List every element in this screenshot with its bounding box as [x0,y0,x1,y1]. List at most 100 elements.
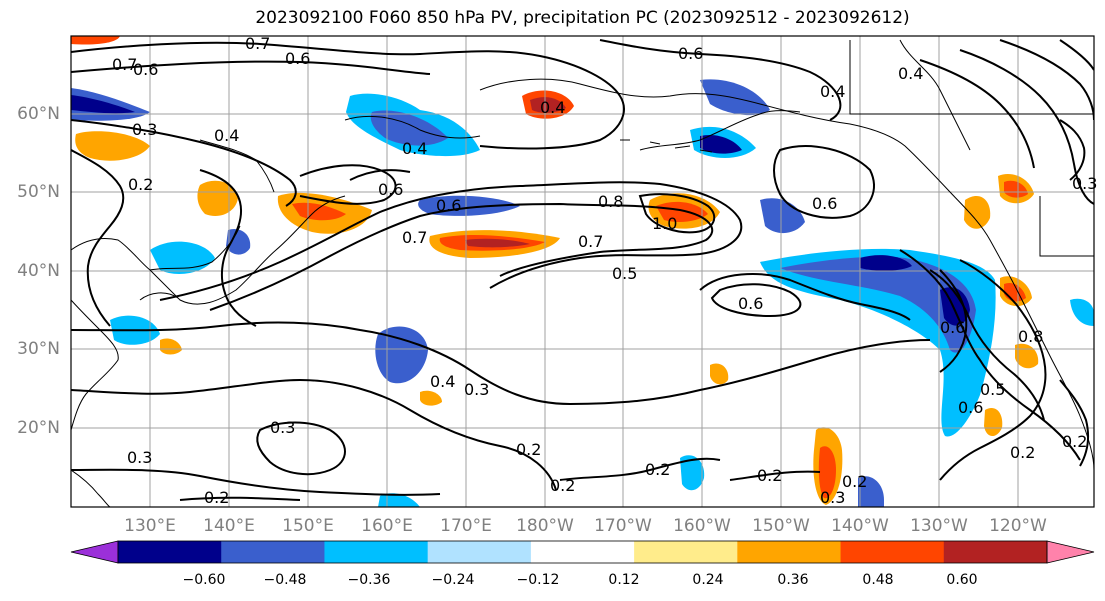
colorbar-outline [117,540,1048,564]
colorbar-segment [221,541,325,563]
shade-pos-jp-core [292,202,346,221]
contour-label: 0.3 [132,120,158,139]
contour-label: 0.2 [128,175,154,194]
shade-pos-w2 [197,180,238,217]
contour-label: 0.3 [127,448,153,467]
contour-label: 0.3 [464,380,490,399]
contour-label: 0.7 [112,55,138,74]
colorbar-tick: −0.36 [347,572,391,588]
pv-contours [71,39,1094,501]
contour-label: 0.7 [402,228,428,247]
contour-label: 0.2 [757,466,783,485]
contour-label: 0.3 [820,488,846,507]
contour-label: 0.4 [540,98,566,117]
contour-label: 0.5 [612,264,638,283]
lat-label-60n: 60°N [17,104,60,124]
lat-label-50n: 50°N [17,182,60,202]
contour-label: 0.7 [578,232,604,251]
shade-pos-n-core [530,97,566,113]
contour-label: 0.4 [820,82,846,101]
lon-label-150e: 150°E [282,516,334,536]
colorbar-tick: 0.36 [777,572,809,588]
shade-neg-e3 [1070,298,1094,326]
shade-pos-ec4 [984,408,1003,437]
colorbar-segment [634,541,738,563]
shade-pos-nw [71,36,120,45]
lon-label-150w: 150°W [752,516,810,536]
shade-neg-wp [375,326,428,384]
contour-label: 0.6 [812,194,838,213]
colorbar-segment [324,541,429,563]
colorbar-segment [118,541,222,563]
shade-neg-s3 [680,455,705,491]
shade-pos-ec1 [964,196,991,229]
colorbar-extend-left [70,540,119,564]
shade-neg-w5 [226,228,251,255]
map-frame [70,35,1095,508]
shade-pos-e1-core [656,201,708,222]
colorbar [70,540,1095,564]
shade-neg-ep-deep1 [860,255,912,271]
colorbar-tick: 0.24 [692,572,724,588]
contour-label: 0.6 [285,49,311,68]
contour-label: 0.8 [598,192,624,211]
colorbar-segment [840,541,945,563]
shade-neg-s2 [858,476,884,507]
colorbar-tick: −0.24 [431,572,475,588]
lon-label-120w: 120°W [989,516,1047,536]
colorbar-segment [427,541,532,563]
shade-pos-w1 [75,131,150,161]
precip-shading [71,36,1094,507]
lon-label-140w: 140°W [831,516,889,536]
contour-label: 0.3 [1072,174,1098,193]
contour-label: 0.2 [1062,432,1088,451]
contour-label: 0.4 [402,139,428,158]
contour-label: 0.2 [550,476,576,495]
lon-label-160e: 160°E [361,516,413,536]
lat-label-20n: 20°N [17,418,60,438]
contour-label: 0.4 [214,126,240,145]
contour-label: 0.2 [1010,443,1036,462]
contour-label: 0.3 [270,418,296,437]
contour-label: 0.6 [678,44,704,63]
colorbar-tick: 0.48 [862,572,894,588]
shade-neg-kam-core [370,110,448,146]
lon-label-140e: 140°E [203,516,255,536]
colorbar-tick: −0.60 [182,572,226,588]
contour-label: 0.5 [980,380,1006,399]
colorbar-tick: −0.12 [516,572,560,588]
shade-pos-w6 [160,338,182,355]
coastlines [71,39,1094,507]
map-title: 2023092100 F060 850 hPa PV, precipitatio… [255,8,910,28]
contour-label: 0.6 [738,294,764,313]
shade-neg-ep-core [780,256,976,353]
shade-pos-c2 [710,363,729,385]
colorbar-segment [530,541,635,563]
shade-neg-s4 [378,493,420,507]
colorbar-tick: 0.60 [946,572,978,588]
shade-pos-ec5 [1015,343,1039,369]
contour-label: 0.6 [378,180,404,199]
lon-label-160w: 160°W [673,516,731,536]
contour-label: 0.4 [898,64,924,83]
contour-label: 0.6 [133,60,159,79]
contour-label: 0.7 [245,34,271,53]
shade-neg-ak [700,79,770,116]
lon-label-170w: 170°W [594,516,652,536]
colorbar-segment [737,541,842,563]
lon-label-180w: 180°W [516,516,574,536]
shade-pos-wp2 [420,390,442,406]
contour-label: 1.0 [652,214,678,233]
colorbar-segment [943,541,1048,563]
shade-pos-jet-deep [465,238,530,248]
shade-neg-nw-core [71,95,135,114]
lon-label-130e: 130°E [124,516,176,536]
contour-label: 0.2 [645,460,671,479]
lat-label-30n: 30°N [17,339,60,359]
contour-label: 0.8 [1018,327,1044,346]
lon-label-130w: 130°W [910,516,968,536]
contour-label: 0.2 [516,440,542,459]
contour-label: 0.6 [940,318,966,337]
contour-label: 0.2 [204,488,230,507]
